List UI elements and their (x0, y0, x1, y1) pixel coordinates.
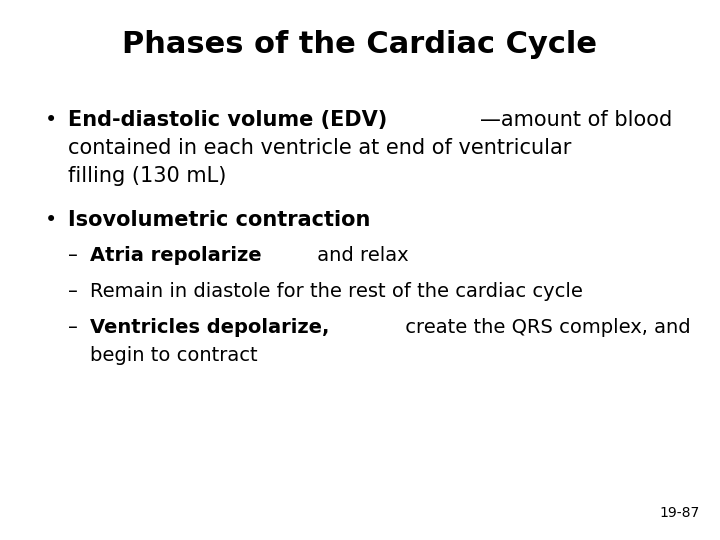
Text: End-diastolic volume (EDV): End-diastolic volume (EDV) (68, 110, 387, 130)
Text: —amount of blood: —amount of blood (480, 110, 672, 130)
Text: Ventricles depolarize,: Ventricles depolarize, (90, 318, 329, 337)
Text: begin to contract: begin to contract (90, 346, 258, 365)
Text: Phases of the Cardiac Cycle: Phases of the Cardiac Cycle (122, 30, 598, 59)
Text: –: – (68, 246, 78, 265)
Text: and relax: and relax (312, 246, 409, 265)
Text: filling (130 mL): filling (130 mL) (68, 166, 226, 186)
Text: Remain in diastole for the rest of the cardiac cycle: Remain in diastole for the rest of the c… (90, 282, 583, 301)
Text: –: – (68, 282, 78, 301)
Text: Atria repolarize: Atria repolarize (90, 246, 261, 265)
Text: Isovolumetric contraction: Isovolumetric contraction (68, 210, 370, 230)
Text: •: • (45, 110, 58, 130)
Text: create the QRS complex, and: create the QRS complex, and (399, 318, 690, 337)
Text: •: • (45, 210, 58, 230)
Text: 19-87: 19-87 (660, 506, 700, 520)
Text: –: – (68, 318, 78, 337)
Text: contained in each ventricle at end of ventricular: contained in each ventricle at end of ve… (68, 138, 572, 158)
